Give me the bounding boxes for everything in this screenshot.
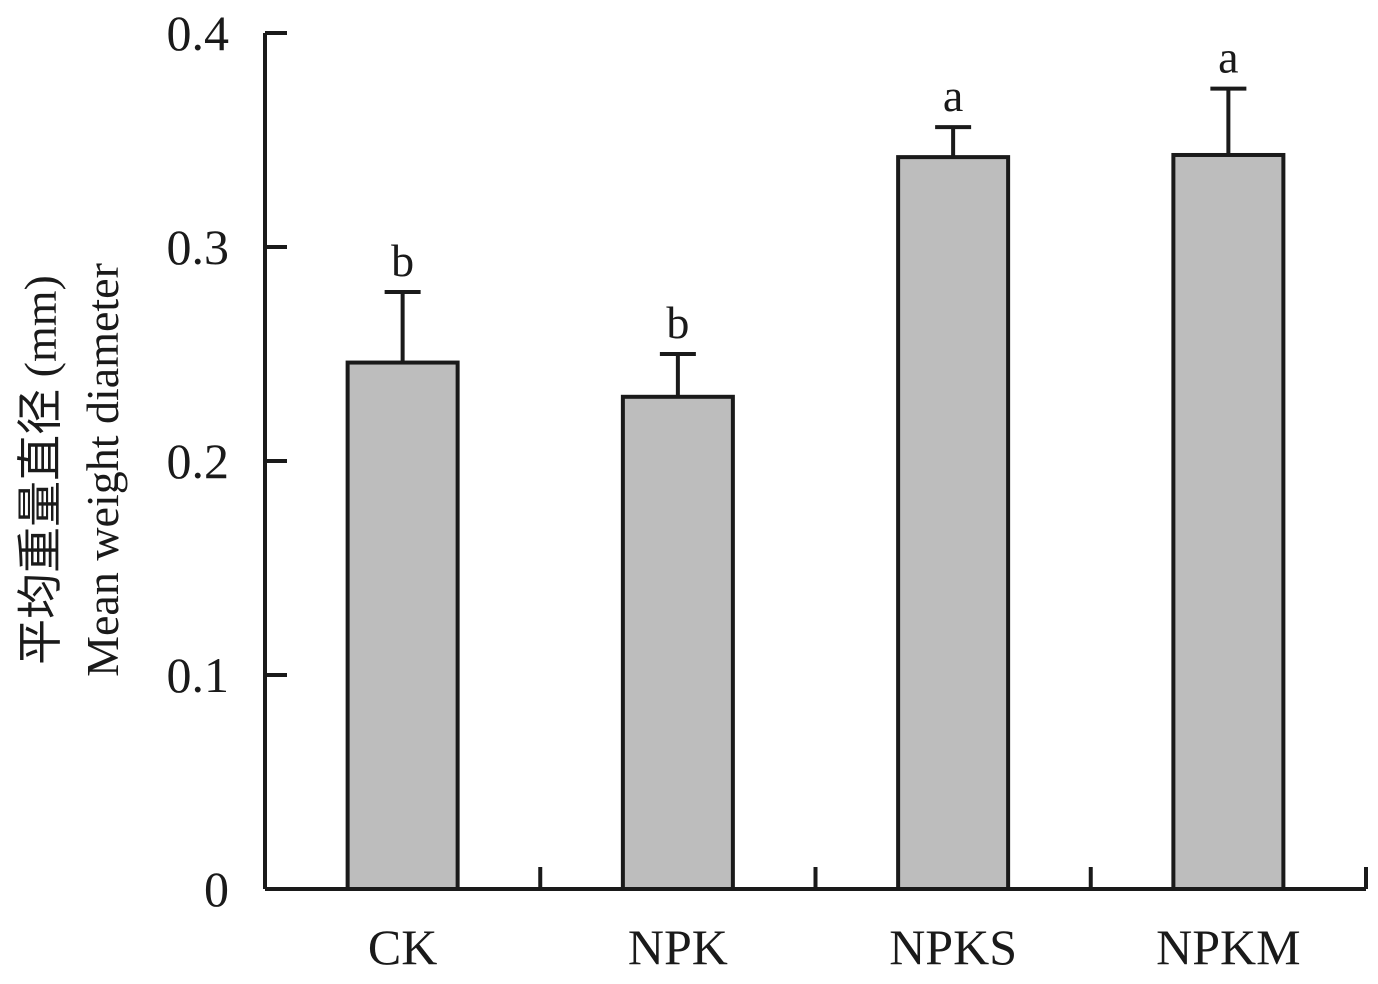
labels: b CK b NPK a NPKS a NPKM — [368, 32, 1301, 975]
bar-npk — [620, 394, 735, 891]
y-tick-label: 0.4 — [167, 5, 230, 61]
y-axis-title: 平均重量直径 (mm) Mean weight diameter — [15, 263, 128, 677]
category-label-npk: NPK — [628, 919, 728, 975]
significance-label: a — [1218, 32, 1238, 83]
category-label-npkm: NPKM — [1156, 919, 1300, 975]
y-axis: 0 0.1 0.2 0.3 0.4 — [167, 5, 287, 917]
y-tick-label: 0.1 — [167, 647, 230, 703]
y-axis-label-en: Mean weight diameter — [77, 263, 128, 677]
category-label-npks: NPKS — [889, 919, 1017, 975]
y-tick-label: 0.3 — [167, 219, 230, 275]
category-label-ck: CK — [368, 919, 437, 975]
significance-label: b — [666, 297, 689, 348]
y-axis-label-zh: 平均重量直径 (mm) — [15, 275, 66, 665]
y-tick-label: 0.2 — [167, 433, 230, 489]
bars — [345, 86, 1286, 892]
significance-label: a — [943, 70, 963, 121]
bar-ck — [345, 360, 460, 891]
significance-label: b — [391, 235, 414, 286]
bar-npkm — [1171, 152, 1286, 892]
bar-npks — [896, 155, 1011, 891]
y-tick-label: 0 — [204, 861, 229, 917]
